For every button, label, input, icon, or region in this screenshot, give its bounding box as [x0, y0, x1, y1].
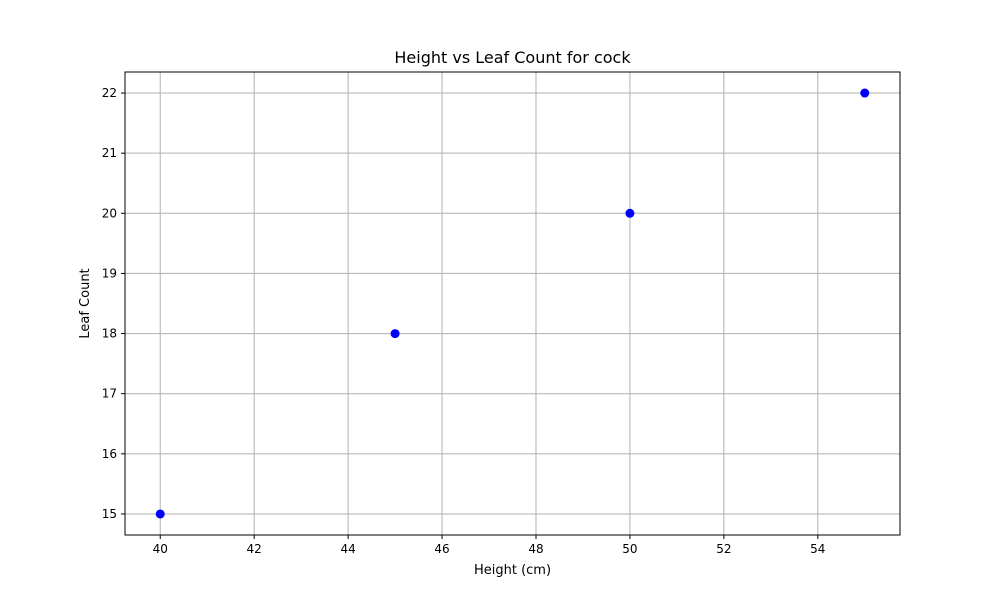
- axis-ticks: 40 42 44 46 48 50 52 54 15 16 17 18 19 20 21 22: [102, 86, 826, 556]
- x-tick-label: 54: [810, 542, 825, 556]
- x-tick-label: 40: [153, 542, 168, 556]
- data-point: [390, 329, 400, 339]
- y-tick-label: 17: [102, 387, 117, 401]
- x-tick-label: 50: [622, 542, 637, 556]
- y-tick-label: 18: [102, 327, 117, 341]
- y-tick-label: 19: [102, 266, 117, 280]
- data-points: [155, 88, 870, 519]
- x-tick-label: 48: [528, 542, 543, 556]
- y-tick-label: 15: [102, 507, 117, 521]
- x-tick-label: 44: [340, 542, 355, 556]
- data-point: [860, 88, 870, 98]
- y-axis-label: Leaf Count: [78, 268, 93, 338]
- x-tick-label: 42: [247, 542, 262, 556]
- chart-title: Height vs Leaf Count for cock: [394, 48, 631, 67]
- y-tick-label: 20: [102, 206, 117, 220]
- grid: [125, 72, 900, 535]
- data-point: [155, 509, 165, 519]
- plot-area: [124, 71, 901, 536]
- data-point: [625, 208, 635, 218]
- y-tick-label: 16: [102, 447, 117, 461]
- x-tick-label: 52: [716, 542, 731, 556]
- y-tick-label: 22: [102, 86, 117, 100]
- x-tick-label: 46: [434, 542, 449, 556]
- x-axis-label: Height (cm): [474, 563, 551, 578]
- y-tick-label: 21: [102, 146, 117, 160]
